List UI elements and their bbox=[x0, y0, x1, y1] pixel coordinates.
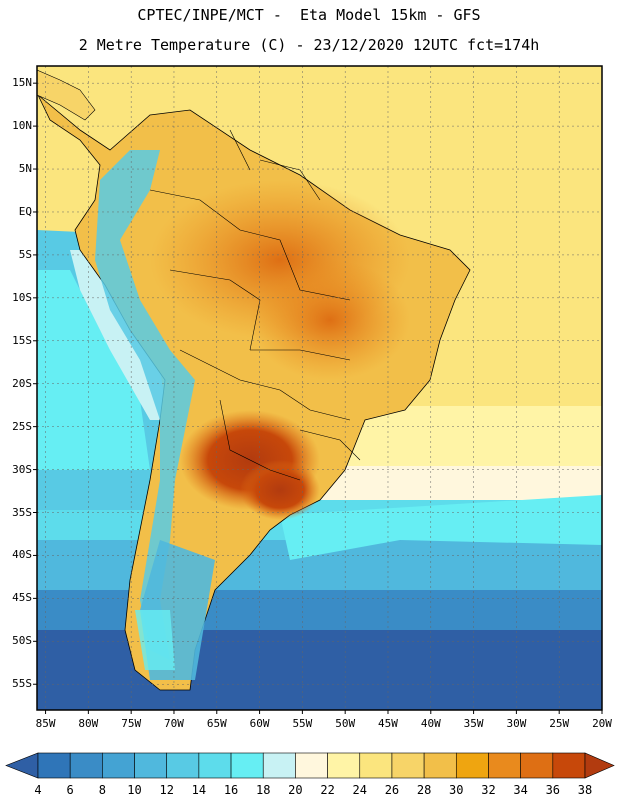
map-gridlines bbox=[37, 66, 602, 710]
lat-tick-label: 35S bbox=[12, 505, 32, 519]
colorbar-label: 32 bbox=[481, 783, 496, 797]
colorbar-label: 16 bbox=[223, 783, 239, 797]
andes-cold-ridge bbox=[95, 150, 195, 660]
lon-tick-label: 65W bbox=[206, 717, 227, 730]
brazil-interior-warm bbox=[250, 260, 410, 380]
colorbar-swatch bbox=[166, 752, 200, 779]
lat-tick-label: 15N bbox=[12, 76, 32, 90]
lon-tick-label: 85W bbox=[35, 717, 56, 730]
lon-tick-label: 25W bbox=[549, 717, 570, 730]
colorbar-swatch bbox=[455, 752, 489, 779]
colorbar-label: 38 bbox=[577, 783, 593, 797]
lon-tick-label: 50W bbox=[335, 717, 356, 730]
colorbar-label: 20 bbox=[288, 783, 303, 797]
colorbar-swatch bbox=[552, 752, 586, 779]
colorbar-swatch bbox=[37, 752, 71, 779]
lat-tick-label: 40S bbox=[12, 548, 32, 562]
colorbar-swatch bbox=[295, 752, 328, 779]
lat-tick-label: 10N bbox=[12, 119, 32, 133]
colorbar-label: 12 bbox=[159, 783, 174, 797]
colorbar-label: 10 bbox=[127, 783, 142, 797]
pacific-coast-pale bbox=[70, 250, 168, 420]
colorbar-label: 8 bbox=[98, 783, 106, 797]
lat-tick-label: 5N bbox=[18, 162, 32, 176]
colorbar-swatch bbox=[102, 752, 135, 779]
colorbar-low-arrow bbox=[5, 752, 39, 779]
axis-ticks bbox=[33, 82, 603, 714]
colorbar-swatch bbox=[423, 752, 457, 779]
lat-tick-label: EQ bbox=[18, 204, 32, 218]
colorbar-label: 4 bbox=[34, 783, 42, 797]
lon-tick-label: 80W bbox=[78, 717, 99, 730]
colorbar-swatch bbox=[391, 752, 425, 779]
colorbar-label: 28 bbox=[416, 783, 432, 797]
title-line-2: 2 Metre Temperature (C) - 23/12/2020 12U… bbox=[78, 36, 540, 54]
colorbar-swatch bbox=[134, 752, 168, 779]
lon-tick-label: 60W bbox=[249, 717, 270, 730]
central-america-land bbox=[37, 69, 96, 121]
lon-tick-label: 20W bbox=[592, 717, 612, 730]
lat-tick-label: 50S bbox=[12, 634, 32, 648]
colorbar-swatch bbox=[262, 752, 296, 779]
lat-tick-label: 30S bbox=[12, 462, 32, 476]
map-field bbox=[37, 66, 602, 710]
lon-tick-label: 70W bbox=[164, 717, 184, 730]
lon-tick-label: 35W bbox=[463, 717, 484, 730]
lat-tick-label: 45S bbox=[12, 591, 32, 605]
colorbar-swatch bbox=[488, 752, 521, 779]
country-borders bbox=[149, 129, 361, 481]
ocean-colder-band bbox=[37, 590, 602, 630]
lat-tick-label: 15S bbox=[12, 333, 32, 347]
colorbar-label: 36 bbox=[545, 783, 561, 797]
colorbar-swatch bbox=[327, 752, 361, 779]
colorbar-high-arrow bbox=[584, 752, 615, 779]
south-atlantic-warm bbox=[280, 495, 602, 560]
map-frame bbox=[36, 65, 603, 711]
colorbar-swatch bbox=[359, 752, 393, 779]
colorbar-label: 6 bbox=[66, 783, 74, 797]
colorbar-label: 14 bbox=[191, 783, 207, 797]
lon-tick-label: 75W bbox=[121, 717, 142, 730]
colorbar-swatch bbox=[230, 752, 264, 779]
title-line-1: CPTEC/INPE/MCT - Eta Model 15km - GFS bbox=[137, 6, 481, 24]
colorbar-swatch bbox=[69, 752, 103, 779]
pacific-cooler bbox=[37, 270, 150, 470]
lon-tick-label: 45W bbox=[378, 717, 398, 730]
ocean-cold-band bbox=[37, 630, 602, 710]
patagonia-colder bbox=[135, 610, 175, 670]
colorbar-label: 24 bbox=[352, 783, 367, 797]
lat-tick-label: 55S bbox=[12, 677, 32, 691]
lat-tick-label: 5S bbox=[18, 247, 32, 261]
colorbar-label: 22 bbox=[320, 783, 335, 797]
lat-tick-label: 20S bbox=[12, 376, 32, 390]
colorbar-label: 30 bbox=[449, 783, 464, 797]
lon-tick-label: 40W bbox=[420, 717, 441, 730]
colorbar bbox=[5, 752, 615, 779]
lat-tick-label: 25S bbox=[12, 419, 32, 433]
pampas-hot-zone bbox=[240, 460, 320, 520]
colorbar-label: 34 bbox=[513, 783, 528, 797]
lat-tick-label: 10S bbox=[12, 290, 32, 304]
colorbar-swatch bbox=[198, 752, 232, 779]
colorbar-swatch bbox=[520, 752, 554, 779]
colorbar-label: 18 bbox=[256, 783, 271, 797]
lon-tick-label: 30W bbox=[506, 717, 527, 730]
lon-tick-label: 55W bbox=[292, 717, 313, 730]
colorbar-label: 26 bbox=[384, 783, 400, 797]
